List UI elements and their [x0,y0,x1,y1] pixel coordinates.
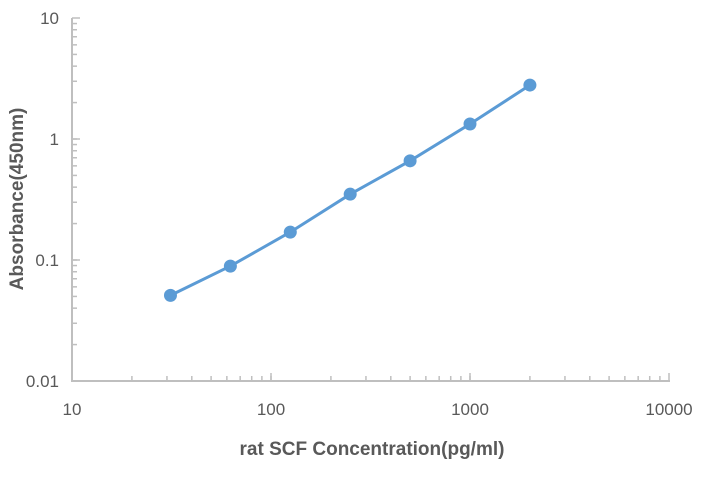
x-tick-label: 1000 [451,400,489,419]
y-tick-label: 10 [40,9,59,28]
x-tick-label: 100 [257,400,285,419]
series [163,78,537,302]
y-tick-label: 1 [50,130,59,149]
y-tick-label: 0.01 [26,372,59,391]
data-point [463,117,477,131]
data-point [163,288,177,302]
axes [71,17,670,382]
x-axis-label: rat SCF Concentration(pg/ml) [240,439,505,460]
data-point [283,225,297,239]
y-axis-label: Absorbance(450nm) [7,108,28,291]
y-tick-label: 0.1 [35,251,59,270]
tick-labels: 10 100 1000 10000 0.01 0.1 1 10 [26,9,693,419]
data-point [223,259,237,273]
x-tick-label: 10 [63,400,82,419]
data-point [523,78,537,92]
data-point [403,154,417,168]
x-tick-label: 10000 [645,400,692,419]
data-point [343,187,357,201]
